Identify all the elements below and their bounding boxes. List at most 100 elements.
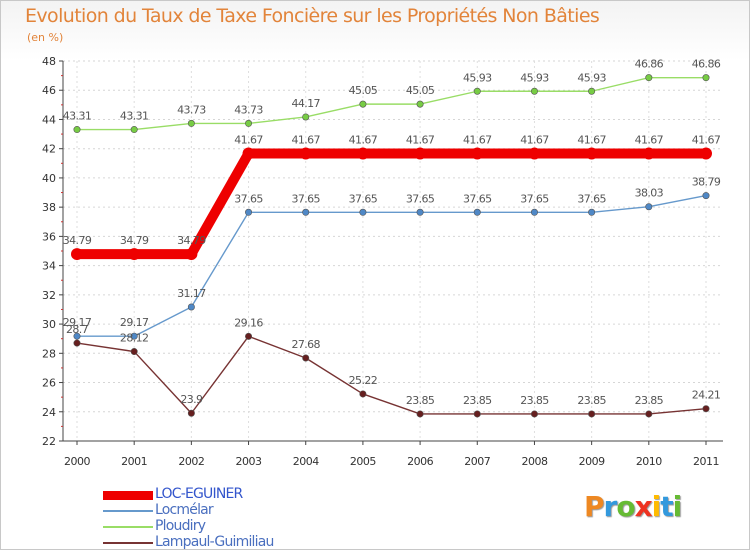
data-point — [416, 100, 424, 108]
data-point — [242, 147, 255, 160]
logo-letter: r — [603, 490, 618, 523]
data-label: 29.16 — [234, 316, 263, 329]
legend-label: Locmélar — [155, 502, 214, 518]
series-line-lampaul-guimiliau — [76, 335, 707, 415]
legend-label: Ploudiry — [155, 518, 206, 534]
data-label: 41.67 — [234, 134, 263, 147]
data-label: 37.65 — [577, 192, 606, 205]
data-label: 34.79 — [63, 234, 92, 247]
data-point — [702, 74, 710, 82]
y-tick-label: 26 — [42, 377, 56, 390]
data-point — [302, 354, 310, 362]
logo-letter: i — [651, 490, 662, 523]
data-point — [71, 248, 83, 261]
data-point — [302, 208, 310, 216]
legend-item: Locmélar — [103, 502, 363, 519]
x-tick-label: 2002 — [178, 455, 204, 468]
data-point — [588, 208, 596, 216]
data-label: 34.79 — [120, 234, 149, 247]
data-point — [245, 332, 253, 340]
data-point — [245, 208, 253, 216]
data-point — [530, 410, 538, 418]
data-label: 24.21 — [692, 389, 721, 402]
data-label: 43.73 — [234, 103, 263, 116]
legend-item: LOC-EGUINER — [103, 486, 363, 503]
data-label: 41.67 — [463, 134, 492, 147]
y-tick-label: 32 — [42, 289, 56, 302]
data-point — [245, 119, 253, 127]
y-tick-label: 24 — [42, 406, 56, 419]
data-point — [642, 147, 655, 160]
data-point — [645, 203, 653, 211]
legend-swatch — [103, 491, 153, 500]
data-point — [359, 390, 367, 398]
data-label: 45.93 — [520, 71, 549, 84]
x-tick-label: 2009 — [579, 455, 605, 468]
data-point — [187, 119, 195, 127]
data-label: 23.85 — [406, 394, 435, 407]
data-point — [700, 147, 712, 160]
data-point — [473, 208, 481, 216]
data-label: 31.17 — [177, 287, 206, 300]
legend-label: LOC-EGUINER — [155, 486, 243, 502]
x-tick-label: 2011 — [693, 455, 719, 468]
data-label: 27.68 — [291, 338, 320, 351]
data-point — [528, 147, 541, 160]
data-label: 46.86 — [692, 58, 721, 71]
data-point — [471, 147, 484, 160]
data-point — [187, 303, 195, 311]
legend-item: Ploudiry — [103, 518, 363, 535]
y-tick-label: 30 — [42, 318, 56, 331]
data-point — [530, 87, 538, 95]
data-point — [302, 113, 310, 121]
series-line-ploudiry — [76, 76, 707, 131]
y-tick-label: 46 — [42, 84, 56, 97]
data-point — [530, 208, 538, 216]
y-tick-label: 36 — [42, 230, 56, 243]
data-label: 45.93 — [577, 71, 606, 84]
data-point — [359, 208, 367, 216]
data-point — [359, 100, 367, 108]
y-tick-label: 38 — [42, 201, 56, 214]
data-point — [73, 332, 81, 340]
data-label: 41.67 — [577, 134, 606, 147]
data-label: 25.22 — [349, 374, 378, 387]
legend-item: Lampaul-Guimiliau — [103, 534, 363, 549]
data-point — [414, 147, 427, 160]
series-line-locmélar — [76, 194, 707, 337]
data-label: 41.67 — [291, 134, 320, 147]
data-point — [645, 410, 653, 418]
data-point — [130, 126, 138, 134]
data-point — [130, 348, 138, 356]
x-tick-label: 2006 — [407, 455, 433, 468]
data-point — [645, 74, 653, 82]
logo-letter: i — [672, 490, 683, 523]
x-tick-label: 2008 — [521, 455, 547, 468]
data-label: 41.67 — [520, 134, 549, 147]
data-label: 38.79 — [692, 176, 721, 189]
data-label: 46.86 — [635, 58, 664, 71]
data-point — [702, 192, 710, 200]
data-point — [702, 405, 710, 413]
data-label: 41.67 — [692, 134, 721, 147]
data-point — [473, 410, 481, 418]
x-tick-label: 2004 — [293, 455, 319, 468]
data-label: 37.65 — [349, 192, 378, 205]
y-tick-label: 42 — [42, 143, 56, 156]
y-tick-label: 44 — [42, 113, 56, 126]
data-label: 45.93 — [463, 71, 492, 84]
unit-label: (en %) — [27, 31, 64, 44]
y-tick-label: 28 — [42, 347, 56, 360]
data-point — [585, 147, 598, 160]
data-point — [356, 147, 369, 160]
data-label: 38.03 — [635, 187, 664, 200]
data-label: 37.65 — [234, 192, 263, 205]
legend-swatch — [103, 526, 153, 528]
y-tick-label: 40 — [42, 172, 56, 185]
data-label: 41.67 — [406, 134, 435, 147]
data-label: 37.65 — [406, 192, 435, 205]
series-line-loc-eguiner — [72, 148, 711, 260]
data-label: 28.7 — [66, 323, 89, 336]
x-tick-label: 2005 — [350, 455, 376, 468]
data-point — [187, 409, 195, 417]
